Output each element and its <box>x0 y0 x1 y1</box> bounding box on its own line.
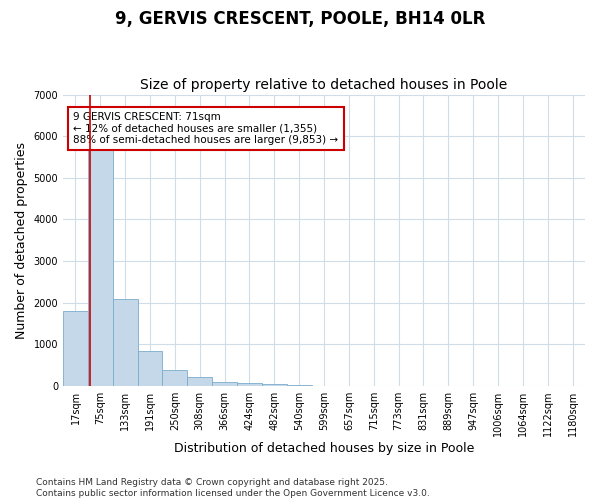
Bar <box>237 383 262 386</box>
Bar <box>137 350 163 386</box>
Text: Contains HM Land Registry data © Crown copyright and database right 2025.
Contai: Contains HM Land Registry data © Crown c… <box>36 478 430 498</box>
Bar <box>212 382 237 386</box>
X-axis label: Distribution of detached houses by size in Poole: Distribution of detached houses by size … <box>174 442 474 455</box>
Bar <box>187 376 212 386</box>
Text: 9, GERVIS CRESCENT, POOLE, BH14 0LR: 9, GERVIS CRESCENT, POOLE, BH14 0LR <box>115 10 485 28</box>
Bar <box>88 144 113 386</box>
Bar <box>63 311 88 386</box>
Y-axis label: Number of detached properties: Number of detached properties <box>15 142 28 339</box>
Text: 9 GERVIS CRESCENT: 71sqm
← 12% of detached houses are smaller (1,355)
88% of sem: 9 GERVIS CRESCENT: 71sqm ← 12% of detach… <box>73 112 338 145</box>
Bar <box>163 370 187 386</box>
Title: Size of property relative to detached houses in Poole: Size of property relative to detached ho… <box>140 78 508 92</box>
Bar <box>113 298 137 386</box>
Bar <box>262 384 287 386</box>
